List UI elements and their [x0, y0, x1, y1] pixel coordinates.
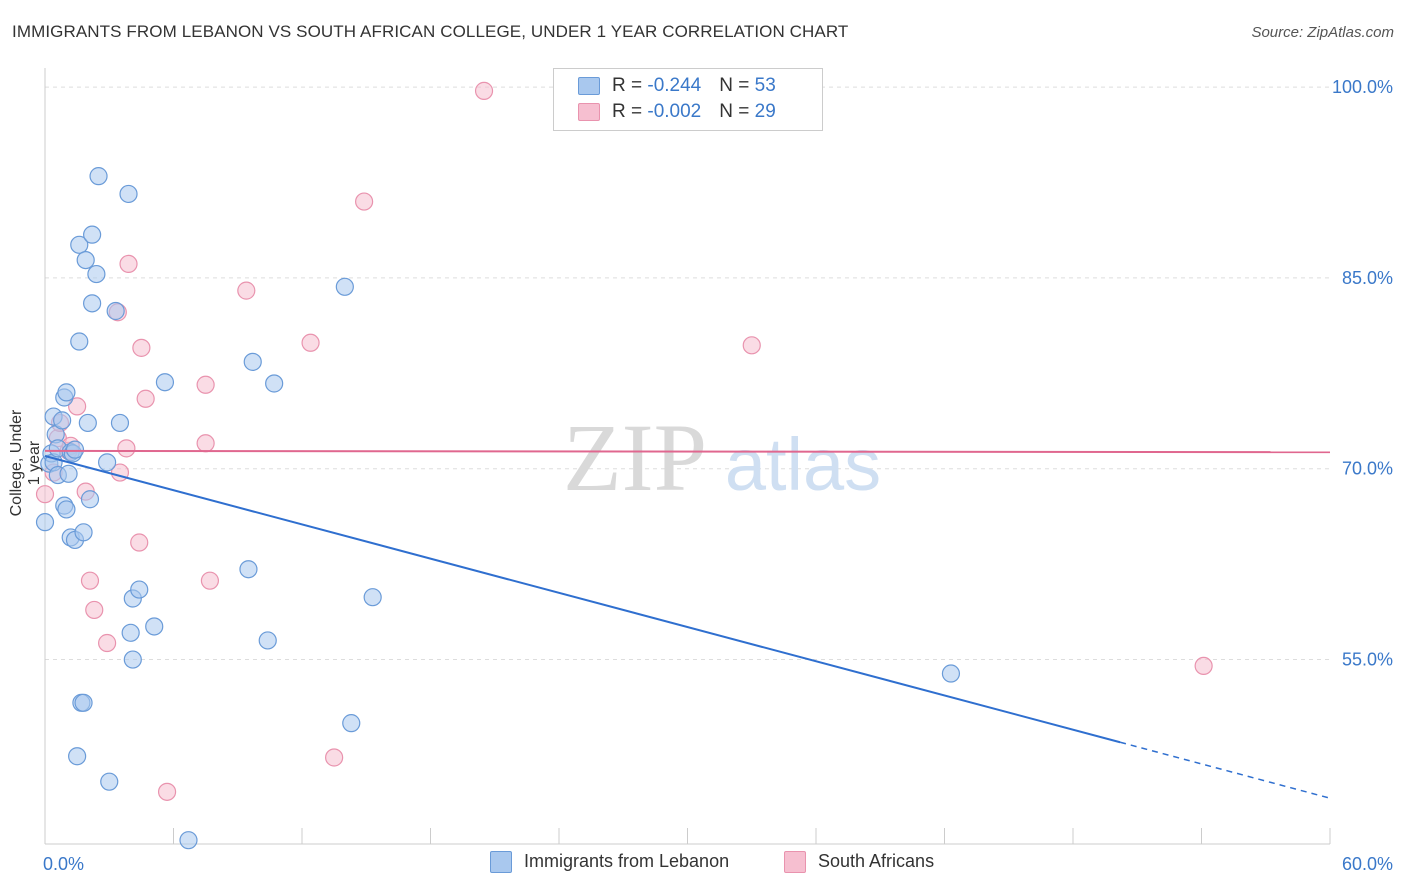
r-value: -0.244: [647, 75, 702, 96]
lebanon-point: [110, 413, 130, 433]
r-label: R =: [612, 101, 648, 122]
south-africans-point: [196, 375, 215, 394]
legend-item-lebanon: Immigrants from Lebanon: [490, 851, 730, 874]
lebanon-point: [65, 440, 85, 459]
lebanon-point: [243, 352, 262, 371]
x-tick-label: 0.0%: [43, 854, 84, 874]
south-africans-point: [157, 782, 177, 801]
lebanon-point: [35, 513, 55, 532]
south-africans-swatch: [578, 102, 600, 121]
n-label: N =: [719, 101, 755, 122]
south-africans-point: [237, 281, 256, 300]
series-legend: Immigrants from Lebanon South Africans: [0, 851, 1406, 877]
y-tick-label: 55.0%: [1342, 650, 1393, 670]
lebanon-point: [76, 250, 95, 270]
south-africans-point: [85, 600, 104, 620]
legend-item-south-africans: South Africans: [784, 851, 935, 874]
lebanon-point: [80, 490, 100, 509]
lebanon-point: [363, 588, 382, 607]
south-africans-point: [200, 571, 220, 590]
lebanon-trend-extension: [1119, 741, 1331, 799]
source-label: Source: ZipAtlas.com: [1251, 24, 1394, 41]
y-axis-title: College, Under 1 year: [8, 409, 43, 517]
lebanon-point: [121, 623, 140, 642]
lebanon-point: [100, 772, 119, 791]
south-africans-point: [98, 633, 117, 653]
south-africans-point: [119, 254, 138, 274]
south-africans-point: [325, 748, 344, 767]
lebanon-point: [83, 225, 102, 244]
lebanon-point: [155, 373, 175, 392]
lebanon-point: [130, 580, 149, 599]
lebanon-point: [59, 464, 78, 483]
watermark-atlas: atlas: [725, 423, 881, 506]
lebanon-point: [57, 500, 76, 519]
lebanon-point: [74, 693, 93, 712]
lebanon-point: [83, 294, 102, 313]
south-africans-point: [196, 434, 215, 453]
stats-row-south-africans: R = -0.002 N = 29: [578, 101, 776, 125]
lebanon-point: [106, 301, 125, 321]
lebanon-point: [123, 650, 142, 669]
south-africans-point: [136, 389, 155, 408]
lebanon-point: [258, 631, 277, 650]
south-africans-point: [130, 533, 149, 552]
south-africans-point: [474, 81, 494, 100]
legend-label-lebanon: Immigrants from Lebanon: [524, 851, 730, 871]
y-tick-label: 100.0%: [1332, 77, 1393, 97]
stats-legend: R = -0.244 N = 53 R = -0.002 N = 29: [553, 68, 823, 131]
lebanon-point: [70, 332, 89, 351]
south-africans-legend-swatch: [784, 851, 806, 874]
stats-row-lebanon: R = -0.244 N = 53: [578, 75, 776, 99]
lebanon-point: [179, 831, 198, 850]
lebanon-point: [342, 714, 361, 733]
lebanon-point: [335, 277, 354, 296]
watermark-zip: ZIP: [563, 404, 707, 511]
y-tick-label: 70.0%: [1342, 459, 1393, 479]
lebanon-point: [265, 374, 284, 393]
south-africans-point: [80, 571, 100, 590]
r-value: -0.002: [647, 101, 702, 122]
south-africans-point: [35, 485, 55, 504]
lebanon-point: [941, 664, 961, 683]
lebanon-point: [239, 560, 258, 579]
n-value: 29: [754, 101, 776, 122]
south-africans-point: [742, 336, 761, 355]
n-value: 53: [754, 75, 776, 96]
lebanon-point: [98, 453, 117, 472]
lebanon-point: [57, 383, 76, 402]
lebanon-point: [53, 411, 72, 430]
chart-title: IMMIGRANTS FROM LEBANON VS SOUTH AFRICAN…: [12, 22, 849, 41]
lebanon-point: [87, 264, 106, 284]
x-tick-label: 60.0%: [1342, 854, 1393, 874]
south-africans-point: [301, 333, 320, 352]
south-africans-point: [355, 192, 374, 211]
r-label: R =: [612, 75, 648, 96]
lebanon-point: [89, 167, 108, 186]
lebanon-swatch: [578, 76, 600, 95]
south-africans-point: [117, 439, 136, 458]
south-africans-trend-line: [44, 449, 1331, 454]
lebanon-legend-swatch: [490, 851, 512, 874]
lebanon-point: [78, 413, 97, 433]
n-label: N =: [719, 75, 755, 96]
lebanon-point: [70, 235, 89, 254]
lebanon-trend-line: [44, 455, 1121, 744]
south-africans-point: [68, 397, 87, 416]
legend-label-south-africans: South Africans: [818, 851, 935, 871]
lebanon-point: [119, 184, 138, 204]
south-africans-point: [132, 338, 151, 357]
lebanon-point: [74, 523, 93, 542]
lebanon-point: [68, 747, 87, 766]
y-tick-label: 85.0%: [1342, 268, 1393, 288]
south-africans-point: [1194, 656, 1213, 676]
lebanon-point: [145, 617, 164, 636]
